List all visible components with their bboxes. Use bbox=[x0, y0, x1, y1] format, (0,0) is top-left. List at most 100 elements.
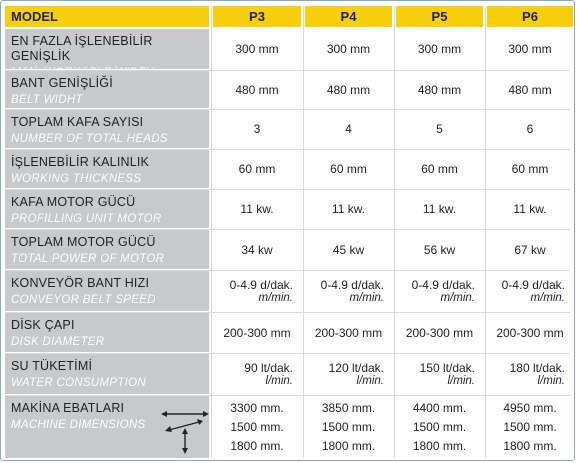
value-cell: 90 lt/dak. l/min. bbox=[213, 354, 301, 394]
value-cell: 300 mm bbox=[396, 29, 483, 69]
row-divider bbox=[5, 353, 570, 354]
value-cell: 200-300 mm bbox=[305, 313, 392, 352]
column-divider bbox=[211, 6, 212, 458]
value-text: 11 kw. bbox=[331, 202, 366, 216]
row-divider bbox=[5, 109, 570, 110]
value-line: 150 lt/dak. bbox=[419, 361, 475, 375]
value-cell: 3 bbox=[213, 110, 301, 148]
value-line: m/min. bbox=[258, 292, 294, 304]
value-line: 1800 mm. bbox=[412, 438, 467, 453]
value-line: 120 lt/dak. bbox=[328, 361, 384, 375]
value-text: 60 mm bbox=[238, 162, 276, 176]
row-label: BANT GENİŞLİĞİ BELT WIDHT bbox=[5, 71, 209, 108]
value-line: 180 lt/dak. bbox=[509, 361, 565, 375]
value-text: 300 mm bbox=[235, 42, 279, 56]
row-divider bbox=[5, 229, 570, 230]
value-cell: 300 mm bbox=[487, 29, 573, 69]
value-line: 1500 mm. bbox=[412, 419, 467, 434]
row-label-en: NUMBER OF TOTAL HEADS bbox=[11, 133, 168, 145]
value-text: 200-300 mm bbox=[405, 325, 474, 340]
row-label-tr: EN FAZLA İŞLENEBİLİR GENİŞLİK bbox=[11, 34, 153, 63]
value-line: l/min. bbox=[447, 375, 475, 387]
row-label: SU TÜKETİMİ WATER CONSUMPTION bbox=[5, 354, 209, 394]
column-divider bbox=[394, 6, 395, 458]
row-divider bbox=[5, 70, 570, 71]
value-cell: 11 kw. bbox=[305, 190, 392, 228]
row-label: MAKİNA EBATLARI MACHINE DIMENSIONS bbox=[5, 396, 209, 458]
row-label: İŞLENEBİLİR KALINLIK WORKING THICKNESS bbox=[5, 150, 209, 188]
value-cell: 0-4.9 d/dak. m/min. bbox=[213, 271, 301, 311]
value-text: 11 kw. bbox=[422, 202, 457, 216]
value-line: m/min. bbox=[440, 292, 476, 304]
row-label-en: TOTAL POWER OF MOTOR bbox=[11, 253, 165, 265]
value-cell: 3850 mm. 1500 mm. 1800 mm. bbox=[305, 396, 392, 458]
row-label-tr: DİSK ÇAPI bbox=[11, 318, 75, 332]
value-line: 1800 mm. bbox=[321, 438, 376, 453]
value-line: 0-4.9 d/dak. bbox=[229, 278, 293, 292]
value-cell: 480 mm bbox=[213, 71, 301, 108]
value-cell: 67 kw bbox=[487, 230, 573, 269]
value-text: 480 mm bbox=[508, 82, 552, 97]
value-cell: 11 kw. bbox=[396, 190, 483, 228]
value-text: 200-300 mm bbox=[314, 325, 383, 340]
value-cell: 0-4.9 d/dak. m/min. bbox=[396, 271, 483, 311]
value-text: 300 mm bbox=[326, 42, 371, 56]
value-cell: 200-300 mm bbox=[396, 313, 483, 352]
row-label-tr: İŞLENEBİLİR KALINLIK bbox=[11, 155, 150, 169]
row-label-en: CONVEYOR BELT SPEED bbox=[11, 294, 156, 306]
row-label-tr: TOPLAM KAFA SAYISI bbox=[11, 115, 144, 129]
value-cell: 11 kw. bbox=[487, 190, 573, 228]
value-line: 90 lt/dak. bbox=[244, 361, 293, 375]
value-cell: 4 bbox=[305, 110, 392, 148]
header-model-p6: P6 bbox=[487, 6, 573, 27]
value-cell: 480 mm bbox=[487, 71, 573, 108]
value-text: 11 kw. bbox=[513, 202, 547, 216]
value-text: 3 bbox=[253, 122, 261, 136]
row-divider bbox=[5, 270, 570, 271]
value-text: 56 kw bbox=[423, 242, 456, 257]
header-model-p5: P5 bbox=[396, 6, 483, 27]
value-text: 67 kw bbox=[514, 242, 546, 257]
value-cell: 480 mm bbox=[305, 71, 392, 108]
value-text: 34 kw bbox=[241, 242, 273, 257]
value-line: 1500 mm. bbox=[230, 419, 284, 434]
value-cell: 4400 mm. 1500 mm. 1800 mm. bbox=[396, 396, 483, 458]
value-line: l/min. bbox=[537, 375, 565, 387]
row-label-tr: SU TÜKETİMİ bbox=[11, 359, 93, 373]
value-line: 1500 mm. bbox=[503, 419, 557, 434]
value-text: 60 mm bbox=[330, 162, 367, 176]
value-line: 1500 mm. bbox=[321, 419, 376, 434]
row-label-en: WORKING THICKNESS bbox=[11, 173, 142, 185]
row-label: EN FAZLA İŞLENEBİLİR GENİŞLİKMAX. WORKAB… bbox=[5, 29, 209, 79]
value-text: 60 mm bbox=[511, 162, 549, 176]
row-label: KONVEYÖR BANT HIZI CONVEYOR BELT SPEED bbox=[5, 271, 209, 311]
value-text: 480 mm bbox=[417, 82, 462, 97]
value-line: 1800 mm. bbox=[503, 438, 557, 453]
row-label-tr: KONVEYÖR BANT HIZI bbox=[11, 276, 150, 290]
value-text: 480 mm bbox=[326, 82, 371, 97]
value-text: 5 bbox=[436, 122, 443, 136]
value-line: m/min. bbox=[530, 292, 566, 304]
value-cell: 0-4.9 d/dak. m/min. bbox=[487, 271, 573, 311]
value-text: 4 bbox=[345, 122, 352, 136]
header-model-label: MODEL bbox=[5, 6, 209, 27]
row-label-en: BELT WIDHT bbox=[11, 94, 83, 106]
value-cell: 34 kw bbox=[213, 230, 301, 269]
row-label-en: DISK DIAMETER bbox=[11, 336, 105, 348]
value-cell: 180 lt/dak. l/min. bbox=[487, 354, 573, 394]
value-line: 3850 mm. bbox=[321, 400, 376, 415]
value-line: 0-4.9 d/dak. bbox=[320, 278, 384, 292]
value-text: 300 mm bbox=[417, 42, 462, 56]
value-text: 6 bbox=[526, 122, 534, 136]
value-cell: 45 kw bbox=[305, 230, 392, 269]
value-text: 200-300 mm bbox=[223, 325, 291, 340]
value-cell: 3300 mm. 1500 mm. 1800 mm. bbox=[213, 396, 301, 458]
row-label-tr: MAKİNA EBATLARI bbox=[11, 401, 125, 415]
row-label: DİSK ÇAPI DISK DIAMETER bbox=[5, 313, 209, 352]
value-line: 1800 mm. bbox=[230, 438, 284, 453]
row-divider bbox=[5, 189, 570, 190]
value-cell: 60 mm bbox=[213, 150, 301, 188]
row-divider bbox=[5, 312, 570, 313]
value-line: l/min. bbox=[356, 375, 384, 387]
